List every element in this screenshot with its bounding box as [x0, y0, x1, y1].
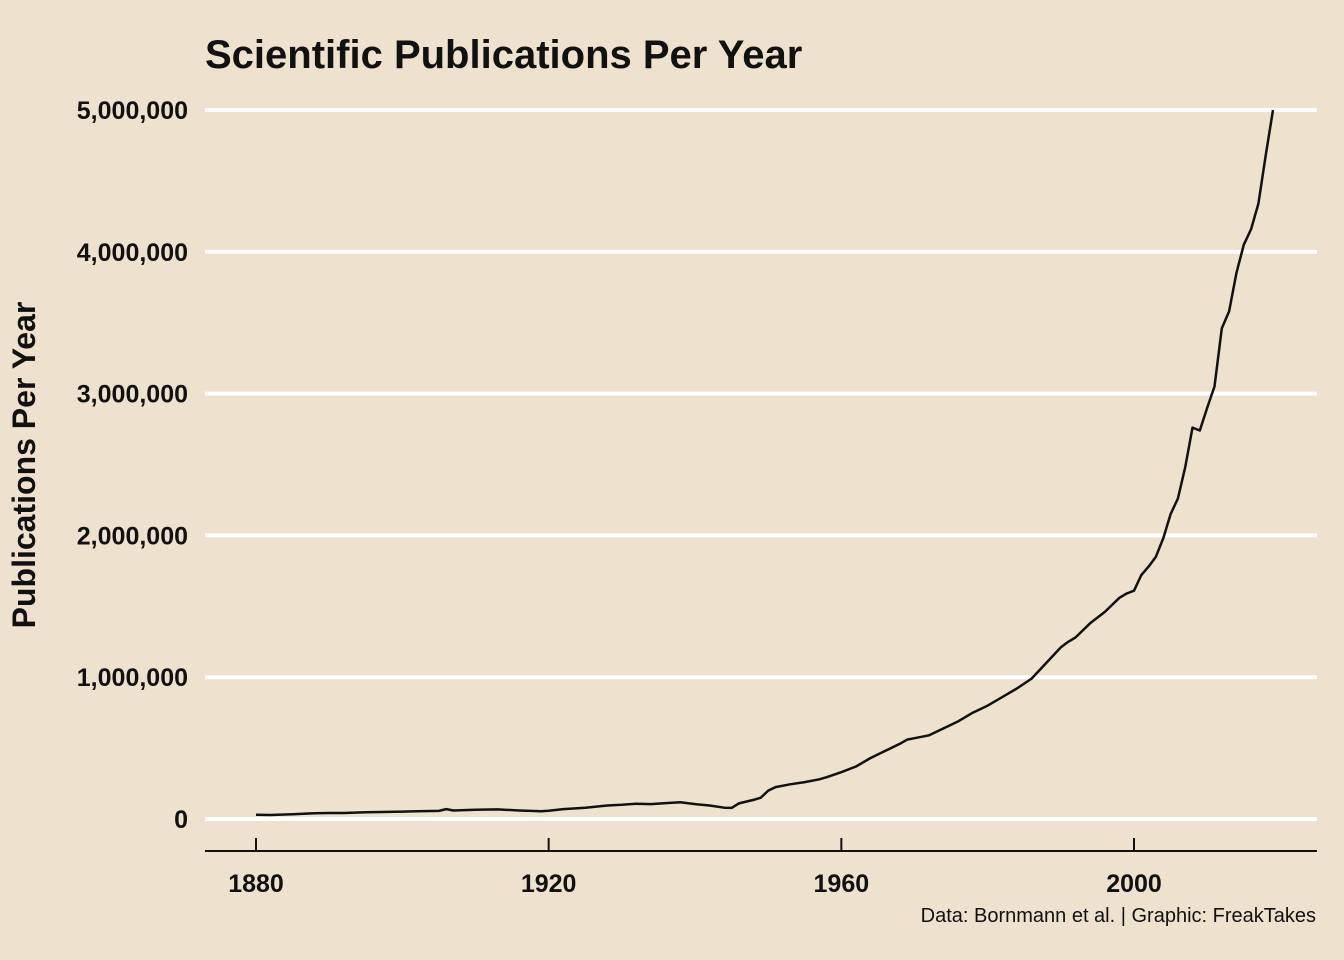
x-tick-label: 1920 [521, 870, 577, 898]
y-tick-label: 4,000,000 [77, 239, 188, 267]
y-tick-label: 3,000,000 [77, 381, 188, 409]
caption: Data: Bornmann et al. | Graphic: FreakTa… [921, 905, 1316, 927]
y-tick-label: 2,000,000 [77, 522, 188, 550]
series-line-publications [255, 109, 1275, 817]
gridlines [205, 108, 1317, 821]
y-tick-label: 0 [174, 806, 188, 834]
series-layer [255, 109, 1275, 817]
chart-title: Scientific Publications Per Year [205, 33, 802, 77]
y-axis-label: Publications Per Year [6, 302, 42, 629]
y-axis-ticks: 0 1,000,000 2,000,000 3,000,000 4,000,000 5,0… [77, 97, 188, 834]
x-tick-label: 1880 [228, 870, 284, 898]
x-tick-label: 1960 [814, 870, 870, 898]
x-axis: 1880 1920 1960 2000 [205, 838, 1317, 898]
y-tick-label: 5,000,000 [77, 97, 188, 125]
x-tick-label: 2000 [1106, 870, 1162, 898]
y-tick-label: 1,000,000 [77, 664, 188, 692]
